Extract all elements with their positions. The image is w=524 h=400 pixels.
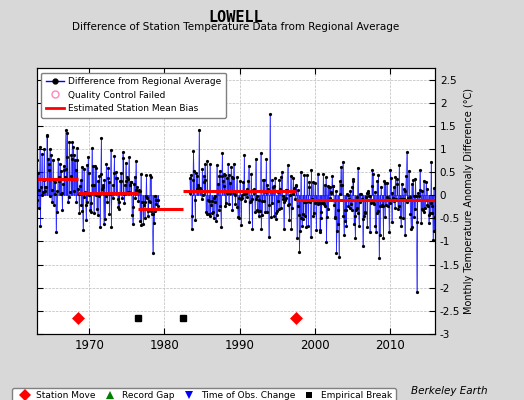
Text: Difference of Station Temperature Data from Regional Average: Difference of Station Temperature Data f… bbox=[72, 22, 399, 32]
Text: Berkeley Earth: Berkeley Earth bbox=[411, 386, 487, 396]
Legend: Station Move, Record Gap, Time of Obs. Change, Empirical Break: Station Move, Record Gap, Time of Obs. C… bbox=[12, 388, 396, 400]
Text: LOWELL: LOWELL bbox=[209, 10, 263, 25]
Y-axis label: Monthly Temperature Anomaly Difference (°C): Monthly Temperature Anomaly Difference (… bbox=[464, 88, 474, 314]
